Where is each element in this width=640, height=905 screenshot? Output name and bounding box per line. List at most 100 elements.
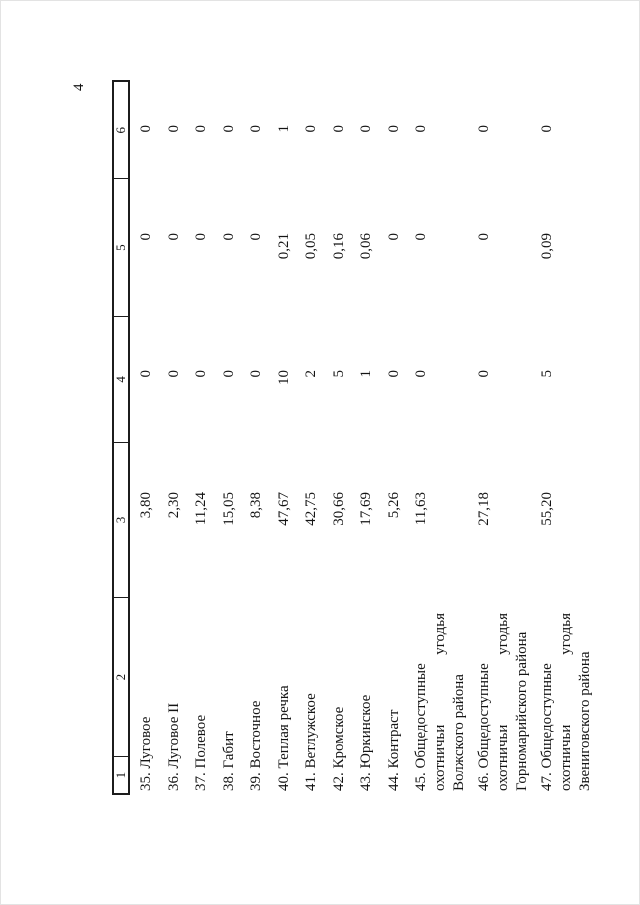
value-cell-col3: 47,67 bbox=[275, 492, 292, 526]
row-label: 40. Теплая речка bbox=[275, 598, 294, 795]
column-header-4: 4 bbox=[113, 315, 128, 442]
table-body: 35. Луговое 3,80 0 0 0 36. Луговое II 2,30 0 0 0 3… bbox=[130, 80, 595, 795]
row-label: 44. Контраст bbox=[385, 598, 404, 795]
row-label: 45. Общедоступные охотничьи угодья Волжског… bbox=[412, 598, 469, 795]
value-cell-col3: 55,20 bbox=[539, 492, 555, 526]
value-cell-col5: 0,05 bbox=[303, 233, 319, 260]
row-label-line: 43. Юркинское bbox=[358, 694, 374, 791]
value-cell-col5: 0 bbox=[248, 233, 264, 241]
value-cell-col3: 8,38 bbox=[248, 492, 264, 519]
value-cell-col5: 0,21 bbox=[275, 233, 292, 260]
row-label-segment: угодья bbox=[432, 613, 448, 655]
row-label: 39. Восточное bbox=[247, 598, 266, 795]
row-label: 43. Юркинское bbox=[357, 598, 376, 795]
row-label-line: 36. Луговое II bbox=[165, 702, 182, 791]
table-row: 45. Общедоступные охотничьи угодья Волжског… bbox=[412, 80, 469, 795]
value-cell-col6: 0 bbox=[220, 125, 237, 133]
value-cell-col6: 0 bbox=[476, 125, 492, 133]
row-label-line: Звениговского района bbox=[577, 651, 593, 791]
row-label-segment: охотничьи bbox=[558, 724, 574, 791]
table-row: 40. Теплая речка 47,67 10 0,21 1 bbox=[275, 80, 294, 795]
column-header-5: 5 bbox=[113, 178, 128, 316]
table-row: 36. Луговое II 2,30 0 0 0 bbox=[165, 80, 184, 795]
row-label-segment: охотничьи bbox=[432, 724, 448, 791]
value-cell-col3: 3,80 bbox=[138, 492, 154, 519]
table-row: 37. Полевое 11,24 0 0 0 bbox=[192, 80, 211, 795]
table-row: 47. Общедоступные охотничьи угодья Звенигов… bbox=[538, 80, 595, 795]
table-row: 41. Ветлужское 42,75 2 0,05 0 bbox=[302, 80, 321, 795]
value-cell-col4: 2 bbox=[303, 370, 319, 378]
value-cell-col5: 0,06 bbox=[358, 233, 374, 260]
row-label: 41. Ветлужское bbox=[302, 598, 321, 795]
column-header-3: 3 bbox=[113, 441, 128, 598]
table-row: 42. Кромское 30,66 5 0,16 0 bbox=[330, 80, 349, 795]
value-cell-col5: 0 bbox=[220, 233, 237, 241]
row-label-line: 47. Общедоступные bbox=[539, 663, 555, 791]
value-cell-col5: 0 bbox=[413, 233, 429, 241]
table-row: 39. Восточное 8,38 0 0 0 bbox=[247, 80, 266, 795]
value-cell-col6: 0 bbox=[358, 125, 374, 133]
value-cell-col6: 0 bbox=[330, 125, 347, 133]
table-row: 35. Луговое 3,80 0 0 0 bbox=[137, 80, 156, 795]
value-cell-col5: 0 bbox=[165, 233, 182, 241]
row-label-line: 39. Восточное bbox=[248, 700, 264, 791]
value-cell-col6: 0 bbox=[138, 125, 154, 133]
value-cell-col4: 0 bbox=[193, 370, 209, 378]
value-cell-col4: 5 bbox=[539, 370, 555, 378]
row-label-line: 46. Общедоступные bbox=[476, 663, 492, 791]
row-label-segment: угодья bbox=[558, 613, 574, 655]
column-header-6: 6 bbox=[113, 126, 128, 134]
value-cell-col3: 17,69 bbox=[358, 492, 374, 526]
value-cell-col4: 0 bbox=[165, 370, 182, 378]
value-cell-col4: 0 bbox=[220, 370, 237, 378]
value-cell-col5: 0 bbox=[476, 233, 492, 241]
value-cell-col4: 5 bbox=[330, 370, 347, 378]
value-cell-col5: 0 bbox=[385, 233, 402, 241]
value-cell-col6: 0 bbox=[248, 125, 264, 133]
value-cell-col4: 0 bbox=[385, 370, 402, 378]
row-label: 37. Полевое bbox=[192, 598, 211, 795]
row-label-line: охотничьи угодья bbox=[494, 613, 513, 791]
row-label-line: 40. Теплая речка bbox=[275, 685, 292, 791]
row-label-line: 37. Полевое bbox=[193, 714, 209, 791]
row-label: 36. Луговое II bbox=[165, 598, 184, 795]
column-header-2: 2 bbox=[113, 597, 128, 757]
row-label: 35. Луговое bbox=[137, 598, 156, 795]
row-label: 47. Общедоступные охотничьи угодья Звенигов… bbox=[538, 598, 595, 795]
row-label-line: 35. Луговое bbox=[138, 716, 154, 791]
value-cell-col5: 0 bbox=[193, 233, 209, 241]
value-cell-col3: 27,18 bbox=[476, 492, 492, 526]
value-cell-col3: 11,63 bbox=[413, 492, 429, 526]
value-cell-col4: 0 bbox=[413, 370, 429, 378]
value-cell-col3: 5,26 bbox=[385, 492, 402, 519]
row-label-line: 44. Контраст bbox=[385, 709, 402, 791]
value-cell-col6: 0 bbox=[165, 125, 182, 133]
value-cell-col4: 0 bbox=[138, 370, 154, 378]
value-cell-col3: 11,24 bbox=[193, 492, 209, 526]
row-label: 42. Кромское bbox=[330, 598, 349, 795]
column-header-1: 1 bbox=[113, 756, 128, 793]
value-cell-col6: 0 bbox=[539, 125, 555, 133]
value-cell-col6: 0 bbox=[193, 125, 209, 133]
value-cell-col6: 0 bbox=[385, 125, 402, 133]
value-cell-col6: 0 bbox=[303, 125, 319, 133]
row-label-line: 45. Общедоступные bbox=[413, 663, 429, 791]
row-label-line: 41. Ветлужское bbox=[303, 693, 319, 791]
table-row: 38. Габит 15,05 0 0 0 bbox=[220, 80, 239, 795]
value-cell-col6: 0 bbox=[413, 125, 429, 133]
table-row: 44. Контраст 5,26 0 0 0 bbox=[385, 80, 404, 795]
value-cell-col4: 10 bbox=[275, 370, 292, 385]
table-row: 46. Общедоступные охотничьи угодья Горномар… bbox=[475, 80, 532, 795]
value-cell-col6: 1 bbox=[275, 125, 292, 133]
row-label-line: охотничьи угодья bbox=[557, 613, 576, 791]
value-cell-col3: 42,75 bbox=[303, 492, 319, 526]
row-label-line: охотничьи угодья bbox=[431, 613, 450, 791]
row-label-line: Волжского района bbox=[451, 674, 467, 791]
value-cell-col3: 30,66 bbox=[330, 492, 347, 526]
value-cell-col5: 0,09 bbox=[539, 233, 555, 260]
row-label-line: 42. Кромское bbox=[330, 706, 347, 791]
table-row: 43. Юркинское 17,69 1 0,06 0 bbox=[357, 80, 376, 795]
